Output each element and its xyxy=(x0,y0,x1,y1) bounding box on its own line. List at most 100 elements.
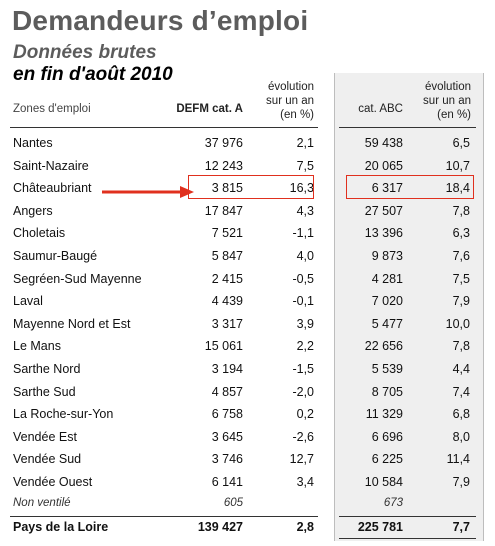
cell-evo1: -0,5 xyxy=(292,271,314,286)
cell-defm: 605 xyxy=(223,496,243,509)
cell-abc: 225 781 xyxy=(357,520,403,534)
header-line: sur un an xyxy=(423,95,471,107)
table-row: Sarthe Nord 3 194 -1,5 5 539 4,4 xyxy=(0,358,495,380)
cell-abc: 8 705 xyxy=(371,384,403,399)
cat-abc-panel xyxy=(334,73,484,541)
cell-evo2: 7,9 xyxy=(452,475,470,489)
cell-zone: Nantes xyxy=(13,136,53,150)
table-row-unallocated: Non ventilé 605 673 xyxy=(0,493,495,515)
cell-defm: 12 243 xyxy=(204,158,243,173)
table-row: Vendée Est 3 645 -2,6 6 696 8,0 xyxy=(0,426,495,448)
cell-abc: 13 396 xyxy=(364,226,403,241)
cell-evo1: 0,2 xyxy=(296,407,314,422)
cell-zone: Sarthe Sud xyxy=(13,384,76,399)
cell-zone: Mayenne Nord et Est xyxy=(13,316,131,331)
cell-abc: 20 065 xyxy=(364,158,403,173)
table-row: Nantes 37 976 2,1 59 438 6,5 xyxy=(0,132,495,154)
cell-zone: Non ventilé xyxy=(13,496,71,509)
cell-evo2: 6,8 xyxy=(452,407,470,422)
cell-abc: 7 020 xyxy=(371,294,403,309)
cell-evo1: 2,1 xyxy=(296,136,314,150)
cell-zone: Pays de la Loire xyxy=(13,520,109,534)
cell-evo2: 10,7 xyxy=(445,158,470,173)
table-row: Le Mans 15 061 2,2 22 656 7,8 xyxy=(0,335,495,357)
cell-zone: Laval xyxy=(13,294,43,309)
cell-zone: La Roche-sur-Yon xyxy=(13,407,114,422)
cell-defm: 15 061 xyxy=(204,339,243,354)
cell-evo1: 16,3 xyxy=(289,181,314,196)
header-line: (en %) xyxy=(280,109,314,121)
cell-abc: 10 584 xyxy=(364,475,403,489)
total-rule-right xyxy=(339,516,476,517)
cell-abc: 6 696 xyxy=(371,429,403,444)
cell-abc: 59 438 xyxy=(364,136,403,150)
cell-evo2: 6,3 xyxy=(452,226,470,241)
cell-zone: Vendée Ouest xyxy=(13,475,93,489)
cell-abc: 4 281 xyxy=(371,271,403,286)
table-row: Segréen-Sud Mayenne 2 415 -0,5 4 281 7,5 xyxy=(0,268,495,290)
cell-zone: Saint-Nazaire xyxy=(13,158,89,173)
cell-evo2: 7,5 xyxy=(452,271,470,286)
cell-zone: Vendée Est xyxy=(13,429,77,444)
table-row: Saumur-Baugé 5 847 4,0 9 873 7,6 xyxy=(0,245,495,267)
highlight-box-abc xyxy=(346,175,474,199)
cell-abc: 673 xyxy=(383,496,403,509)
cell-abc: 6 225 xyxy=(371,452,403,467)
highlight-box-defm xyxy=(188,175,314,199)
cell-evo2: 7,8 xyxy=(452,339,470,354)
cell-evo1: -2,6 xyxy=(292,429,314,444)
column-header-evolution-a: évolution sur un an (en %) xyxy=(250,80,314,122)
cell-defm: 139 427 xyxy=(197,520,243,534)
header-line: évolution xyxy=(267,81,314,93)
table-row: Angers 17 847 4,3 27 507 7,8 xyxy=(0,200,495,222)
cell-defm: 5 847 xyxy=(211,249,243,263)
cell-evo1: 4,3 xyxy=(296,203,314,218)
cell-evo2: 6,5 xyxy=(452,136,470,150)
table-row-total: Pays de la Loire 139 427 2,8 225 781 7,7 xyxy=(0,516,495,538)
table-row: Laval 4 439 -0,1 7 020 7,9 xyxy=(0,290,495,312)
cell-defm: 3 194 xyxy=(211,362,243,376)
cell-zone: Vendée Sud xyxy=(13,452,82,467)
arrow-right-icon xyxy=(102,186,194,198)
cell-evo2: 7,9 xyxy=(452,294,470,309)
cell-defm: 6 758 xyxy=(211,407,243,422)
header-rule-left xyxy=(10,127,318,128)
column-header-defm: DEFM cat. A xyxy=(176,103,243,115)
header-line: (en %) xyxy=(437,109,471,121)
cell-zone: Châteaubriant xyxy=(13,181,92,196)
total-rule-left xyxy=(10,516,318,517)
cell-evo1: -2,0 xyxy=(292,384,314,399)
cell-abc: 9 873 xyxy=(371,249,403,263)
cell-evo1: 2,2 xyxy=(296,339,314,354)
cell-evo2: 7,8 xyxy=(452,203,470,218)
cell-evo2: 7,6 xyxy=(452,249,470,263)
cell-evo1: 7,5 xyxy=(296,158,314,173)
date-line: en fin d'août 2010 xyxy=(13,64,173,85)
cell-defm: 2 415 xyxy=(211,271,243,286)
cell-evo2: 7,7 xyxy=(452,520,470,534)
cell-zone: Sarthe Nord xyxy=(13,362,81,376)
column-header-evolution-abc: évolution sur un an (en %) xyxy=(405,80,471,122)
cell-defm: 3 645 xyxy=(211,429,243,444)
cell-zone: Angers xyxy=(13,203,53,218)
table-row: Vendée Ouest 6 141 3,4 10 584 7,9 xyxy=(0,471,495,493)
table-row: La Roche-sur-Yon 6 758 0,2 11 329 6,8 xyxy=(0,403,495,425)
table-row: Saint-Nazaire 12 243 7,5 20 065 10,7 xyxy=(0,155,495,177)
header-rule-right xyxy=(339,127,476,128)
cell-abc: 5 477 xyxy=(371,316,403,331)
cell-defm: 4 439 xyxy=(211,294,243,309)
cell-abc: 11 329 xyxy=(365,407,403,422)
table-row: Sarthe Sud 4 857 -2,0 8 705 7,4 xyxy=(0,381,495,403)
cell-evo1: 3,4 xyxy=(296,475,314,489)
cell-evo1: -1,1 xyxy=(292,226,314,241)
cell-evo1: 4,0 xyxy=(296,249,314,263)
cell-zone: Segréen-Sud Mayenne xyxy=(13,271,142,286)
cell-evo2: 4,4 xyxy=(452,362,470,376)
cell-evo1: 3,9 xyxy=(296,316,314,331)
cell-abc: 6 317 xyxy=(371,181,403,196)
cell-defm: 3 317 xyxy=(211,316,243,331)
cell-evo2: 7,4 xyxy=(452,384,470,399)
cell-evo2: 18,4 xyxy=(445,181,470,196)
cell-evo1: -0,1 xyxy=(292,294,314,309)
cell-defm: 3 746 xyxy=(211,452,243,467)
